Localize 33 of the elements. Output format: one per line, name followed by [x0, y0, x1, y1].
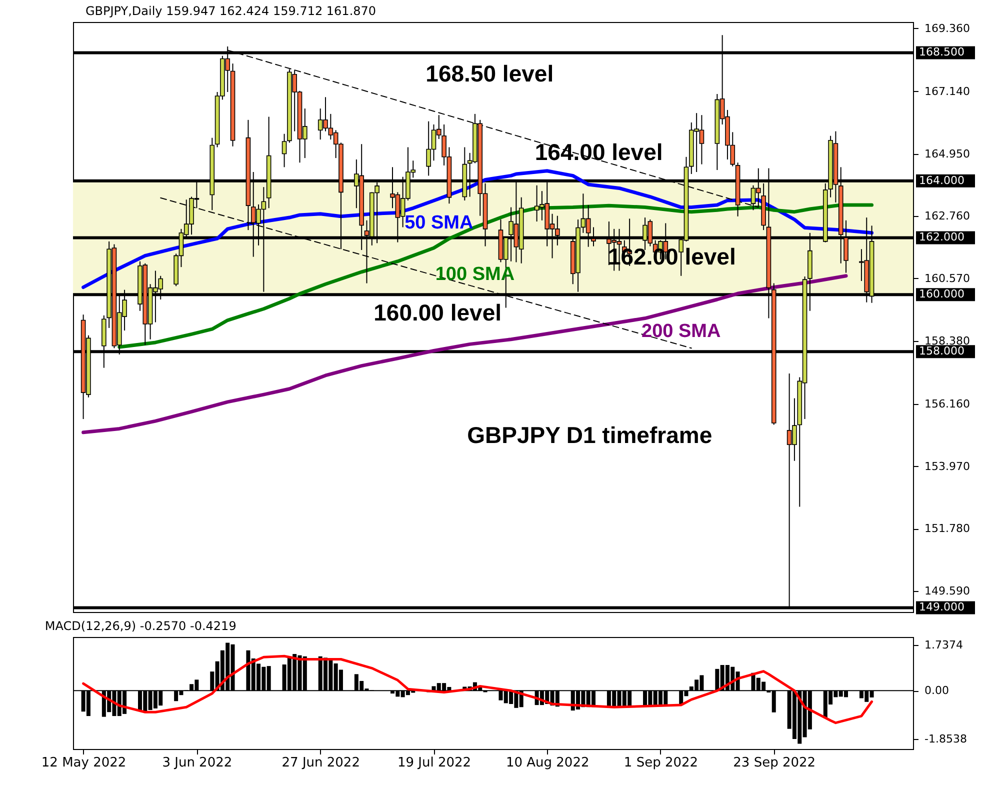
ref-line-label: 168.500: [919, 46, 964, 59]
ref-line-label: 164.000: [919, 174, 964, 187]
y-tick-label: -1.8538: [924, 732, 967, 746]
x-tick-label: 10 Aug 2022: [506, 756, 590, 770]
y-tick-label: 151.780: [924, 522, 970, 536]
x-tick-label: 27 Jun 2022: [282, 756, 360, 770]
series-label: 200 SMA: [641, 320, 721, 342]
annotation: GBPJPY D1 timeframe: [467, 422, 712, 448]
x-tick-label: 1 Sep 2022: [624, 756, 698, 770]
y-tick-label: 1.7374: [924, 638, 963, 652]
chart-title: GBPJPY,Daily 159.947 162.424 159.712 161.870: [86, 4, 376, 18]
y-tick-label: 156.160: [924, 397, 970, 410]
x-tick-label: 12 May 2022: [41, 756, 126, 770]
chart-title: MACD(12,26,9) -0.2570 -0.4219: [44, 619, 236, 633]
ref-line-label: 158.000: [919, 344, 964, 358]
annotation: 160.00 level: [374, 299, 502, 326]
y-tick-label: 162.760: [924, 210, 970, 223]
y-tick-label: 160.570: [924, 272, 970, 285]
x-tick-label: 23 Sep 2022: [733, 756, 816, 770]
y-tick-label: 153.970: [924, 460, 970, 473]
y-tick-label: 158.380: [924, 334, 970, 348]
y-tick-label: 0.00: [924, 684, 949, 698]
y-tick-label: 169.360: [924, 22, 970, 35]
x-tick-label: 19 Jul 2022: [397, 756, 472, 770]
ref-line-label: 160.000: [919, 288, 964, 301]
y-tick-label: 164.950: [924, 147, 970, 160]
ref-line-label: 149.000: [919, 600, 964, 614]
series-label: 50 SMA: [404, 212, 474, 234]
ref-line-label: 162.000: [919, 230, 964, 244]
x-tick-label: 3 Jun 2022: [162, 756, 232, 770]
y-tick-label: 149.590: [924, 584, 970, 598]
y-tick-label: 167.140: [924, 84, 970, 98]
annotation: 168.50 level: [426, 60, 554, 87]
